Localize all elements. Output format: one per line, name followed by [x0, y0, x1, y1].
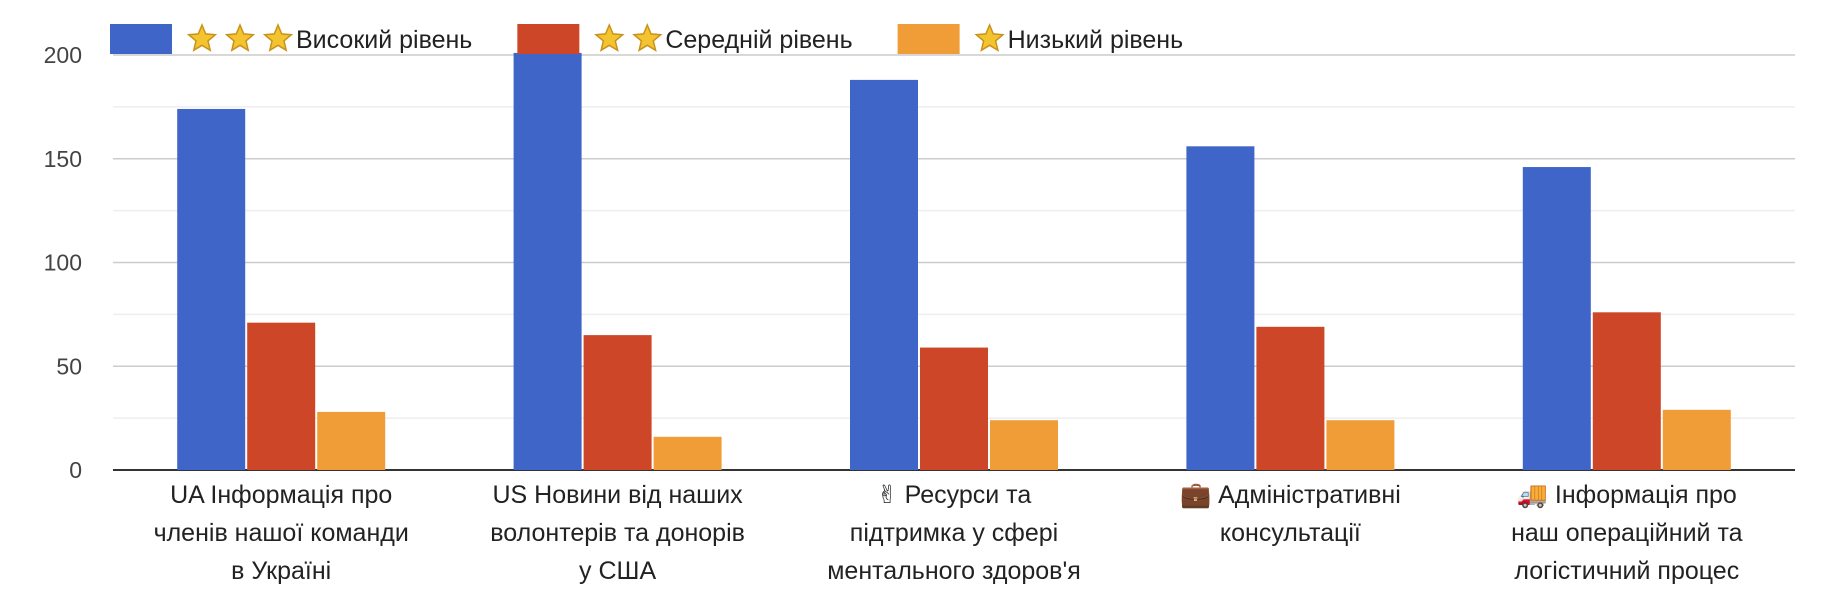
- x-tick-label: ✌ Ресурси та підтримка у сфері ментального…: [827, 481, 1081, 585]
- x-tick-label: 🚚 Інформація про наш операційний та логіст…: [1511, 481, 1743, 585]
- bar: [513, 52, 582, 471]
- bar: [920, 347, 988, 470]
- star-icon: [974, 23, 1005, 52]
- x-tick-label: 💼 Адміністративні консультації: [1180, 481, 1401, 547]
- y-tick-label: 200: [44, 42, 82, 68]
- bar: [653, 436, 722, 470]
- bar: [990, 420, 1058, 470]
- legend-label: Середній рівень: [665, 26, 852, 54]
- bar: [1186, 146, 1255, 471]
- star-icon: [224, 23, 256, 52]
- bar: [1256, 326, 1325, 470]
- bar: [583, 335, 652, 470]
- star-icon: [632, 23, 663, 52]
- legend-label: Низький рівень: [1008, 26, 1184, 54]
- y-tick-label: 50: [56, 353, 82, 379]
- y-tick-label: 0: [69, 457, 82, 483]
- star-icon: [186, 23, 218, 52]
- bar: [1326, 420, 1395, 470]
- bar: [177, 108, 246, 470]
- legend-label: Високий рівень: [296, 26, 472, 54]
- x-tick-label: UA Інформація про членів нашої команди в У…: [154, 481, 409, 585]
- x-axis: UA Інформація про членів нашої команди в У…: [154, 481, 1743, 585]
- bar: [1522, 167, 1591, 471]
- legend-item: Середній рівень: [517, 23, 853, 54]
- y-axis: 0 50 100 150 200: [44, 42, 82, 483]
- bar: [1662, 409, 1731, 470]
- legend-item: Низький рівень: [897, 23, 1184, 54]
- star-icon: [594, 23, 625, 52]
- x-tick-label: US Новини від наших волонтерів та донорів…: [490, 481, 745, 585]
- star-icon: [262, 23, 294, 52]
- bars: [177, 52, 1731, 471]
- legend-swatch: [897, 24, 960, 54]
- y-tick-label: 150: [44, 146, 82, 172]
- bar: [850, 79, 918, 471]
- legend-swatch: [110, 24, 172, 54]
- legend-swatch: [517, 24, 580, 54]
- bar: [1592, 312, 1661, 470]
- y-tick-label: 100: [44, 250, 82, 276]
- bar: [317, 411, 386, 470]
- legend: Високий рівень Середній рівень Низький рів…: [110, 23, 1184, 54]
- legend-item: Високий рівень: [110, 23, 472, 54]
- bar: [247, 322, 316, 470]
